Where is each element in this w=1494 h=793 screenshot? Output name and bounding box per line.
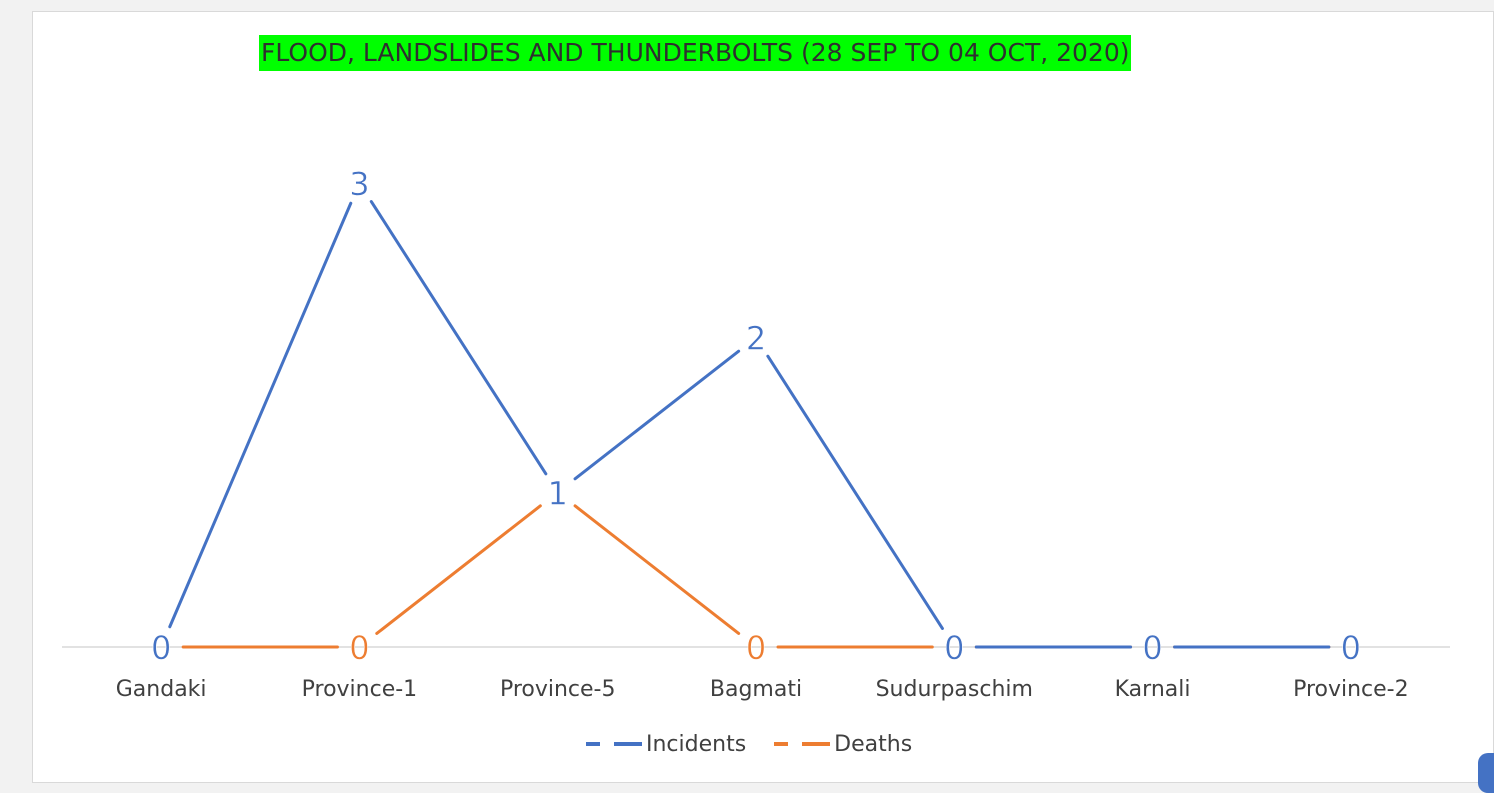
legend-label-incidents: Incidents xyxy=(646,731,747,757)
series-line-segment-deaths xyxy=(573,504,741,635)
data-label-deaths: 0 xyxy=(1142,629,1162,667)
data-label-deaths: 0 xyxy=(746,629,766,667)
chart-frame xyxy=(32,11,1494,783)
chart-legend: Incidents Deaths xyxy=(586,729,912,759)
x-tick-label: Sudurpaschim xyxy=(876,677,1033,702)
data-label-deaths: 1 xyxy=(548,474,568,512)
data-label-incidents: 1 xyxy=(548,474,568,512)
series-line-segment-incidents xyxy=(168,201,353,629)
data-label-incidents: 0 xyxy=(1142,629,1162,667)
chart-title: FLOOD, LANDSLIDES AND THUNDERBOLTS (28 S… xyxy=(259,35,1132,71)
data-label-incidents: 0 xyxy=(1341,629,1361,667)
data-label-incidents: 3 xyxy=(349,165,369,203)
data-label-deaths: 0 xyxy=(1341,629,1361,667)
series-line-segment-deaths xyxy=(375,504,542,635)
series-line-segment-incidents xyxy=(573,349,741,481)
data-label-deaths: 0 xyxy=(349,629,369,667)
x-tick-label: Karnali xyxy=(1115,677,1191,702)
x-tick-label: Province-1 xyxy=(302,677,418,702)
legend-swatch-deaths xyxy=(774,742,831,746)
data-label-incidents: 2 xyxy=(746,320,766,358)
x-tick-label: Gandaki xyxy=(116,677,207,702)
legend-item-incidents[interactable]: Incidents xyxy=(586,732,746,757)
series-line-segment-incidents xyxy=(369,200,548,476)
x-tick-label: Province-2 xyxy=(1293,677,1409,702)
data-label-deaths: 0 xyxy=(944,629,964,667)
legend-swatch-incidents xyxy=(586,742,642,746)
data-label-incidents: 0 xyxy=(944,629,964,667)
legend-label-deaths: Deaths xyxy=(834,731,913,757)
corner-tab[interactable] xyxy=(1478,753,1494,793)
series-line-segment-incidents xyxy=(766,354,944,630)
x-tick-label: Province-5 xyxy=(500,677,616,702)
data-label-incidents: 0 xyxy=(151,629,171,667)
data-label-deaths: 0 xyxy=(151,629,171,667)
x-tick-label: Bagmati xyxy=(710,677,802,702)
legend-item-deaths[interactable]: Deaths xyxy=(774,732,912,757)
